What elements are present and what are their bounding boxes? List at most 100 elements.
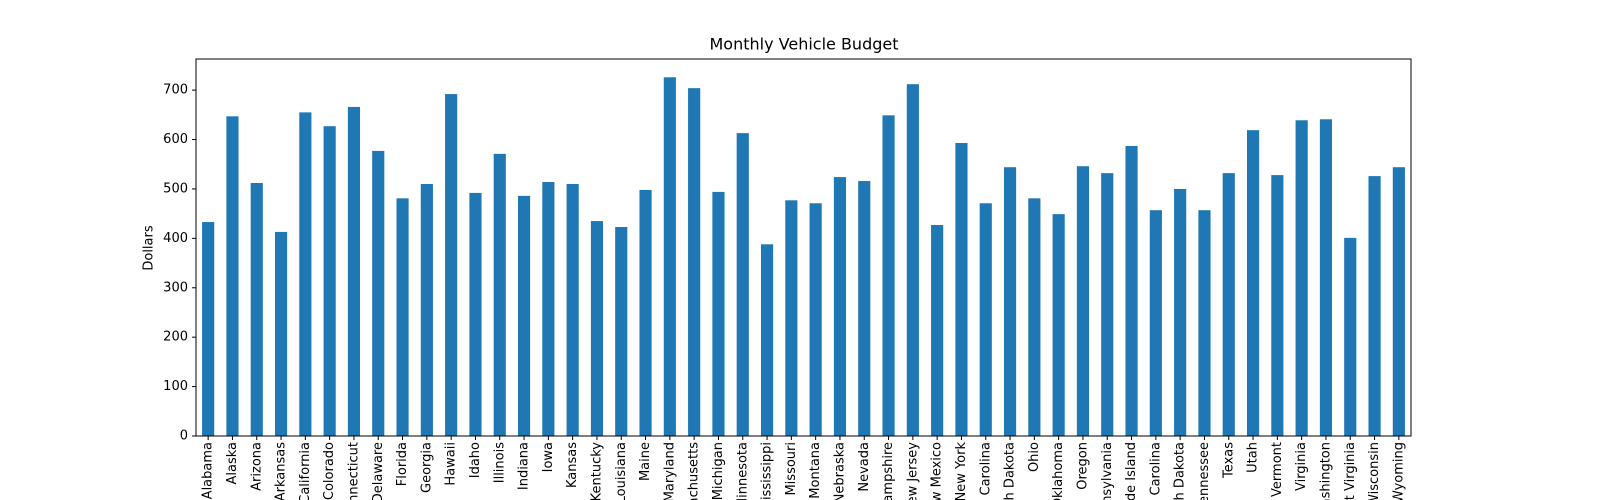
x-tick-label: Wyoming xyxy=(1391,442,1406,500)
x-tick-label: Montana xyxy=(808,442,823,499)
x-tick-label: South Carolina xyxy=(1148,442,1163,500)
x-tick-label: Indiana xyxy=(517,442,532,490)
bar xyxy=(1344,237,1357,436)
y-tick-label: 100 xyxy=(163,379,188,394)
bar xyxy=(663,77,676,436)
bar xyxy=(323,126,336,436)
bar xyxy=(1003,167,1017,437)
bar xyxy=(1125,145,1138,437)
x-tick-label: Idaho xyxy=(468,442,483,478)
bar xyxy=(1198,210,1211,436)
bar xyxy=(469,192,482,436)
bar xyxy=(445,94,458,436)
x-tick-label: Michigan xyxy=(711,442,726,500)
x-tick-label: Missouri xyxy=(784,442,799,496)
x-tick-label: Oklahoma xyxy=(1051,442,1066,500)
bar xyxy=(1271,175,1284,437)
bar xyxy=(979,203,992,436)
x-tick-label: Arkansas xyxy=(274,442,289,500)
chart-title: Monthly Vehicle Budget xyxy=(710,35,899,54)
x-tick-label: Nebraska xyxy=(832,442,847,500)
bar xyxy=(566,184,579,436)
x-tick-label: Hawaii xyxy=(444,442,459,486)
bar xyxy=(833,177,847,436)
bar xyxy=(590,221,604,436)
x-tick-label: Colorado xyxy=(322,442,337,500)
x-tick-label: Arizona xyxy=(249,442,264,491)
bar xyxy=(1368,176,1381,436)
x-tick-label: West Virginia xyxy=(1343,442,1358,500)
bar xyxy=(712,191,725,436)
bar xyxy=(250,183,263,436)
bar xyxy=(688,88,701,436)
x-tick-label: Florida xyxy=(395,442,410,486)
y-tick-label: 600 xyxy=(163,132,188,147)
x-tick-label: Utah xyxy=(1246,442,1261,473)
bar xyxy=(1319,119,1333,437)
bar xyxy=(809,203,822,436)
bar xyxy=(760,244,774,436)
bar xyxy=(1101,173,1114,436)
bar xyxy=(955,142,968,436)
bar xyxy=(542,182,555,436)
x-tick-label: Washington xyxy=(1318,442,1333,500)
x-tick-label: Massachusetts xyxy=(687,442,702,500)
x-tick-label: Wisconsin xyxy=(1367,442,1382,500)
x-tick-label: Delaware xyxy=(371,442,386,500)
bar xyxy=(858,181,871,436)
x-tick-label: Kansas xyxy=(565,442,580,488)
y-axis-label: Dollars xyxy=(142,225,157,270)
bar xyxy=(226,116,239,436)
bar xyxy=(1028,198,1041,436)
bar xyxy=(347,106,361,436)
bar xyxy=(882,115,895,437)
bar xyxy=(1295,120,1308,436)
bar xyxy=(906,84,919,436)
x-tick-label: Minnesota xyxy=(735,442,750,500)
plot-frame xyxy=(195,58,1412,437)
bar xyxy=(1222,173,1235,436)
bar xyxy=(517,195,531,436)
x-tick-label: Mississippi xyxy=(760,442,775,500)
bar xyxy=(274,231,288,436)
x-tick-label: New York xyxy=(954,442,969,500)
bar xyxy=(785,200,798,436)
y-tick-label: 200 xyxy=(163,330,188,345)
x-tick-label: Texas xyxy=(1221,442,1236,479)
x-tick-label: Connecticut xyxy=(346,442,361,500)
bar xyxy=(1076,166,1090,436)
bar xyxy=(1149,210,1162,436)
bar xyxy=(299,112,312,436)
x-tick-label: Maryland xyxy=(662,442,677,500)
y-tick-label: 300 xyxy=(163,280,188,295)
x-tick-label: Alaska xyxy=(225,442,240,485)
x-tick-label: Pennsylvania xyxy=(1100,442,1115,500)
x-tick-label: New Mexico xyxy=(930,442,945,500)
x-tick-label: Rhode Island xyxy=(1124,442,1139,500)
bar xyxy=(396,198,409,436)
bar xyxy=(931,225,944,436)
y-tick-label: 400 xyxy=(163,231,188,246)
x-tick-label: South Dakota xyxy=(1173,442,1188,500)
x-tick-label: Alabama xyxy=(201,442,216,499)
x-tick-label: California xyxy=(298,442,313,500)
bar xyxy=(1392,167,1405,437)
x-tick-label: Vermont xyxy=(1270,442,1285,497)
x-tick-label: Ohio xyxy=(1027,442,1042,472)
bar xyxy=(736,133,749,436)
bar xyxy=(202,222,215,436)
x-tick-label: Nevada xyxy=(857,442,872,492)
y-tick-label: 700 xyxy=(163,83,188,98)
x-tick-label: North Carolina xyxy=(978,442,993,500)
x-tick-label: Illinois xyxy=(492,442,507,483)
bar xyxy=(615,226,628,436)
bar xyxy=(493,153,506,437)
x-tick-label: New Hampshire xyxy=(881,442,896,500)
x-tick-label: Louisiana xyxy=(614,442,629,500)
x-tick-label: Tennessee xyxy=(1197,442,1212,500)
x-tick-label: Oregon xyxy=(1075,442,1090,490)
x-tick-label: Iowa xyxy=(541,442,556,472)
x-tick-label: Virginia xyxy=(1294,442,1309,491)
